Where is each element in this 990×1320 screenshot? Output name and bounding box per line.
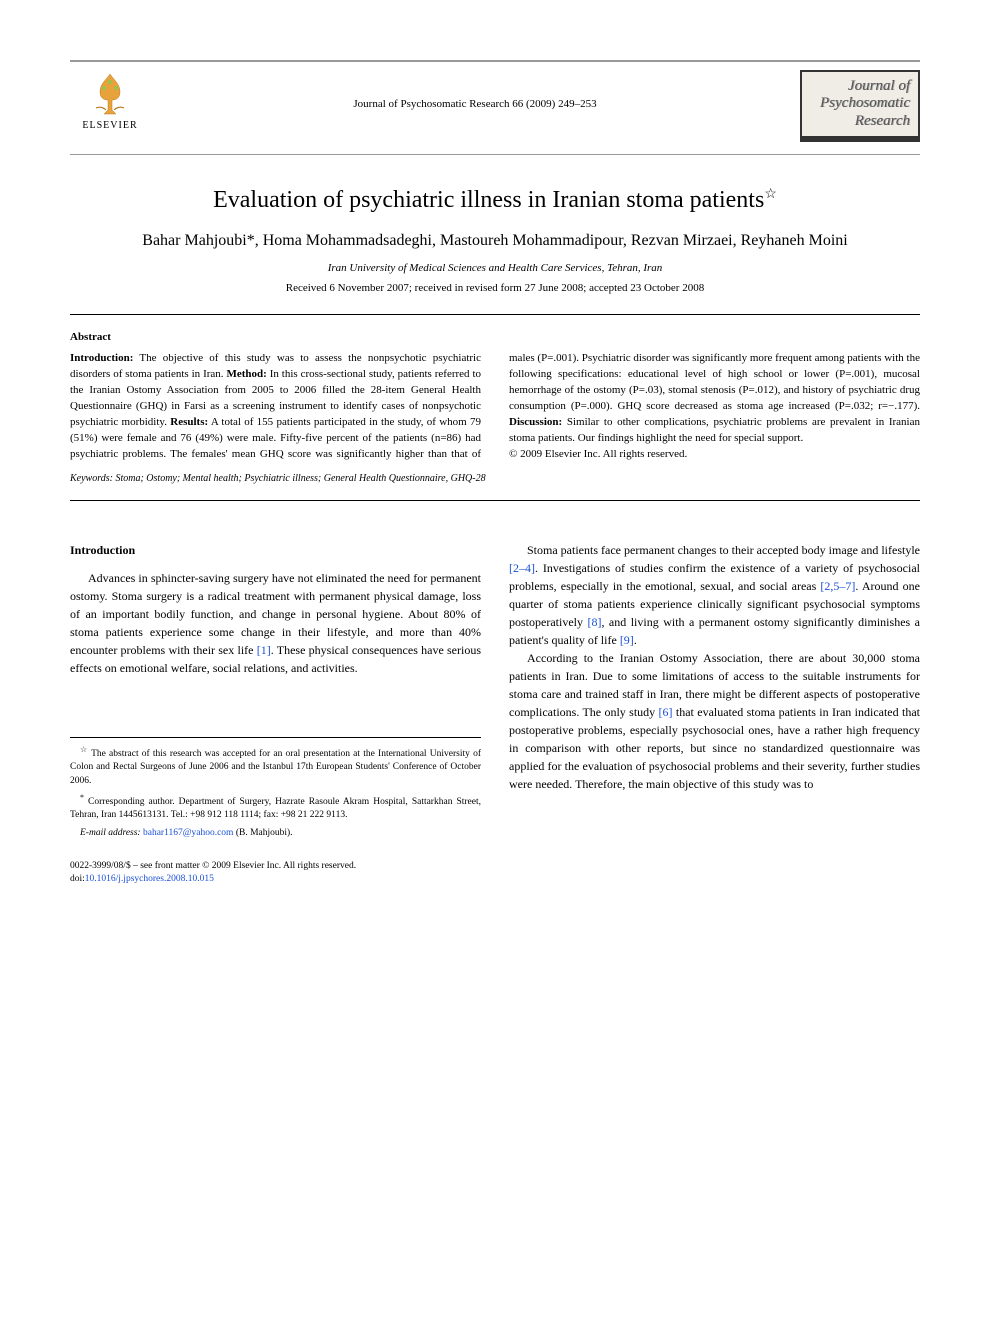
publisher-logo: ELSEVIER	[70, 70, 150, 131]
abstract-discussion-text: Similar to other complications, psychiat…	[509, 416, 920, 444]
footnote-corresponding: * Corresponding author. Department of Su…	[70, 792, 481, 823]
keywords-label: Keywords:	[70, 473, 113, 484]
doi-line: doi:10.1016/j.jpsychores.2008.10.015	[70, 873, 481, 886]
ref-link-8[interactable]: [8]	[587, 615, 601, 629]
journal-reference: Journal of Psychosomatic Research 66 (20…	[150, 70, 800, 110]
ref-link-1[interactable]: [1]	[257, 643, 271, 657]
footnote-email: E-mail address: bahar1167@yahoo.com (B. …	[70, 827, 481, 840]
issn-line: 0022-3999/08/$ – see front matter © 2009…	[70, 860, 481, 873]
footnote-star-text: The abstract of this research was accept…	[70, 749, 481, 786]
abstract-results-label: Results:	[170, 416, 208, 428]
abstract-method-label: Method:	[226, 368, 266, 380]
footnote-asterisk-icon: *	[80, 793, 84, 802]
elsevier-tree-icon	[86, 70, 134, 118]
intro-para-2: Stoma patients face permanent changes to…	[509, 541, 920, 649]
bottom-legal-block: 0022-3999/08/$ – see front matter © 2009…	[70, 860, 481, 887]
journal-cover-line-1: Journal of	[810, 78, 910, 95]
left-column: Introduction Advances in sphincter-savin…	[70, 541, 481, 887]
abstract-body: Introduction: The objective of this stud…	[70, 351, 920, 463]
footnote-corresponding-text: Corresponding author. Department of Surg…	[70, 797, 481, 820]
ref-link-2-4[interactable]: [2–4]	[509, 561, 535, 575]
body-columns: Introduction Advances in sphincter-savin…	[70, 541, 920, 887]
introduction-heading: Introduction	[70, 541, 481, 559]
keywords-text: Stoma; Ostomy; Mental health; Psychiatri…	[115, 473, 485, 484]
header-bar: ELSEVIER Journal of Psychosomatic Resear…	[70, 60, 920, 155]
footnote-star: ☆ The abstract of this research was acce…	[70, 744, 481, 788]
rule-bottom	[70, 500, 920, 501]
right-column: Stoma patients face permanent changes to…	[509, 541, 920, 887]
article-title: Evaluation of psychiatric illness in Ira…	[70, 185, 920, 216]
doi-link[interactable]: 10.1016/j.jpsychores.2008.10.015	[85, 874, 214, 884]
affiliation: Iran University of Medical Sciences and …	[70, 262, 920, 274]
intro-para-3: According to the Iranian Ostomy Associat…	[509, 649, 920, 793]
title-block: Evaluation of psychiatric illness in Ira…	[70, 185, 920, 295]
journal-cover-box: Journal of Psychosomatic Research	[800, 70, 920, 142]
abstract-copyright: © 2009 Elsevier Inc. All rights reserved…	[509, 448, 687, 460]
email-label: E-mail address:	[80, 828, 141, 838]
email-suffix: (B. Mahjoubi).	[236, 828, 293, 838]
email-link[interactable]: bahar1167@yahoo.com	[143, 828, 233, 838]
journal-cover-line-2: Psychosomatic	[810, 95, 910, 112]
title-footnote-star: ☆	[764, 187, 777, 202]
keywords-line: Keywords: Stoma; Ostomy; Mental health; …	[70, 473, 920, 484]
publisher-name: ELSEVIER	[82, 120, 137, 131]
article-dates: Received 6 November 2007; received in re…	[70, 282, 920, 294]
abstract-section: Abstract Introduction: The objective of …	[70, 331, 920, 484]
intro-para-1: Advances in sphincter-saving surgery hav…	[70, 569, 481, 677]
ref-link-9[interactable]: [9]	[620, 633, 634, 647]
abstract-heading: Abstract	[70, 331, 920, 343]
p2e: .	[634, 633, 637, 647]
journal-cover-line-3: Research	[810, 113, 910, 130]
abstract-intro-label: Introduction:	[70, 352, 133, 364]
abstract-discussion-label: Discussion:	[509, 416, 562, 428]
footnotes-block: ☆ The abstract of this research was acce…	[70, 737, 481, 840]
doi-label: doi:	[70, 874, 85, 884]
p2a: Stoma patients face permanent changes to…	[527, 543, 920, 557]
title-text: Evaluation of psychiatric illness in Ira…	[213, 187, 764, 213]
rule-top	[70, 314, 920, 315]
ref-link-2-5-7[interactable]: [2,5–7]	[820, 579, 855, 593]
ref-link-6[interactable]: [6]	[659, 705, 673, 719]
authors-list: Bahar Mahjoubi*, Homa Mohammadsadeghi, M…	[70, 230, 920, 252]
footnote-star-icon: ☆	[80, 745, 88, 754]
